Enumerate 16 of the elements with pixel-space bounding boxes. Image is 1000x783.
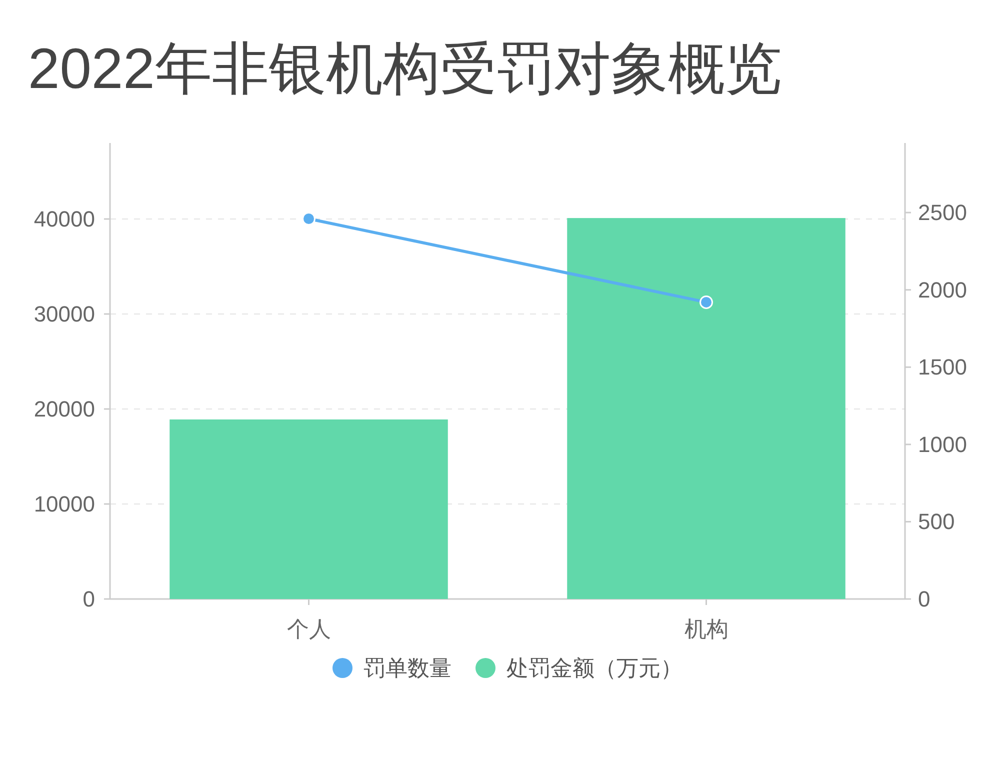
title: 2022年非银机构受罚对象概览 bbox=[28, 37, 782, 101]
y-tick-label: 30000 bbox=[34, 302, 95, 326]
legend-label: 罚单数量 bbox=[364, 656, 452, 680]
y2-tick-label: 1000 bbox=[918, 432, 967, 457]
x-tick-label: 个人 bbox=[286, 616, 331, 642]
y2-tick-label: 2500 bbox=[918, 200, 967, 226]
y2-tick-label: 2000 bbox=[918, 277, 967, 302]
x-tick-label: 机构 bbox=[684, 616, 728, 642]
y-tick-label: 20000 bbox=[34, 396, 95, 422]
y-tick-label: 10000 bbox=[34, 492, 95, 516]
y2-tick-label: 1500 bbox=[918, 354, 967, 380]
y-tick-label: 40000 bbox=[34, 206, 95, 232]
legend-label: 处罚金额（万元） bbox=[506, 656, 682, 680]
y2-tick-label: 0 bbox=[918, 586, 930, 612]
y-tick-label: 0 bbox=[82, 586, 95, 612]
y2-tick-label: 500 bbox=[918, 509, 955, 534]
